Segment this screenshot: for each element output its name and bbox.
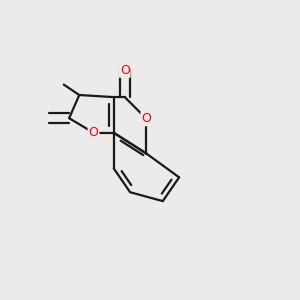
Text: O: O [120, 64, 130, 77]
Text: O: O [88, 126, 98, 139]
Text: O: O [142, 112, 152, 125]
